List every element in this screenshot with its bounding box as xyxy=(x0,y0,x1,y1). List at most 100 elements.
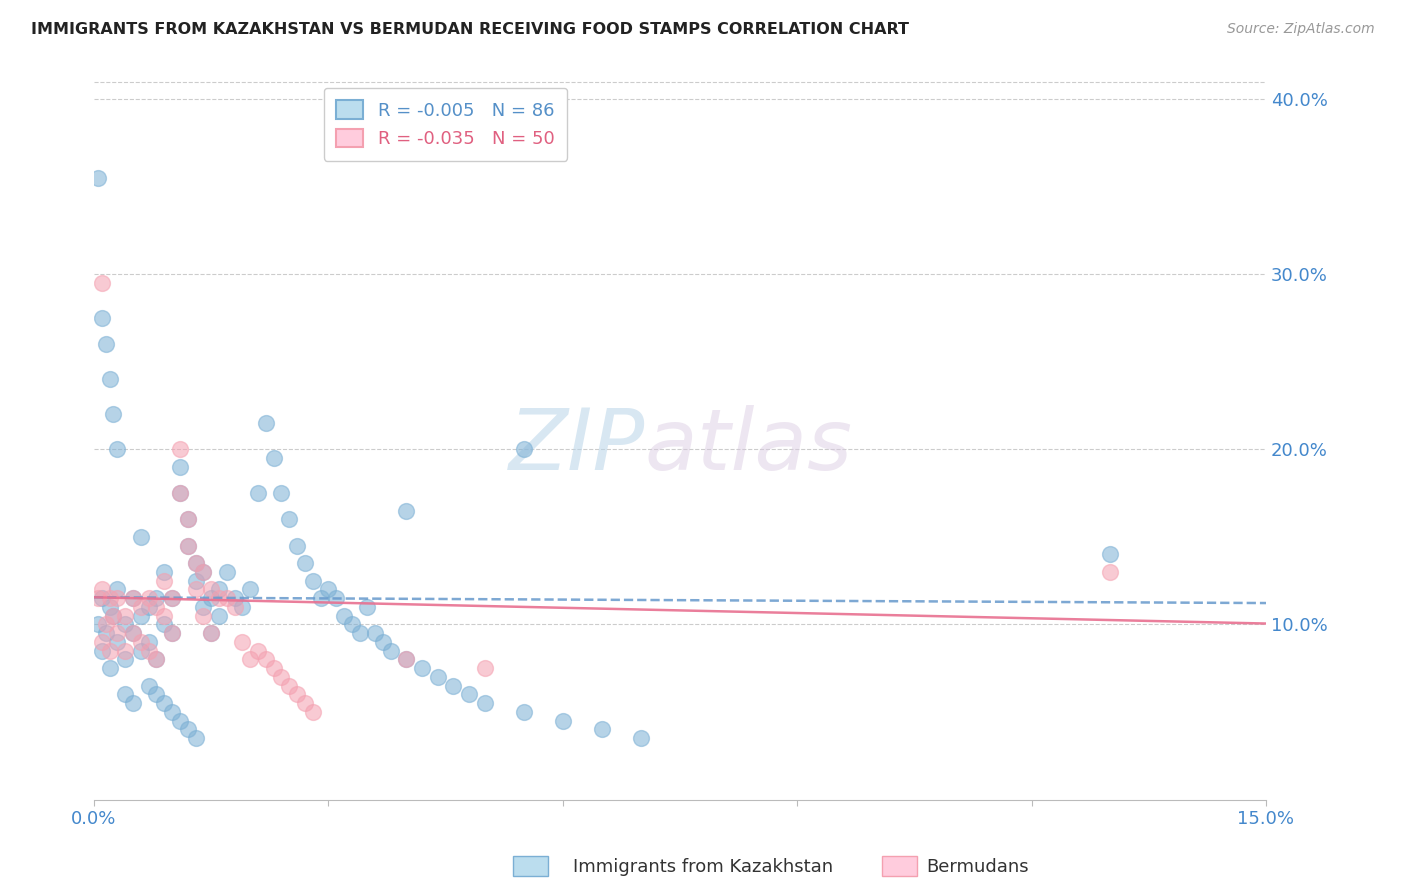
Point xyxy=(176,512,198,526)
Point xyxy=(458,688,481,702)
Point xyxy=(122,591,145,606)
Point xyxy=(395,503,418,517)
Point xyxy=(285,539,308,553)
Point xyxy=(145,599,167,614)
Point xyxy=(208,591,231,606)
Point xyxy=(103,608,125,623)
Text: atlas: atlas xyxy=(645,405,853,488)
Point xyxy=(309,591,332,606)
Point xyxy=(122,591,145,606)
Point xyxy=(208,608,231,623)
Point xyxy=(98,643,121,657)
Point xyxy=(105,442,128,457)
Point xyxy=(294,696,316,710)
Point xyxy=(270,486,292,500)
Point xyxy=(474,696,496,710)
Point xyxy=(94,617,117,632)
Point xyxy=(512,705,534,719)
Point xyxy=(224,599,246,614)
Point xyxy=(184,556,207,570)
Point xyxy=(145,652,167,666)
Point xyxy=(395,652,418,666)
Point xyxy=(105,626,128,640)
Point xyxy=(105,591,128,606)
Point xyxy=(129,635,152,649)
Point xyxy=(176,512,198,526)
Point xyxy=(87,617,110,632)
Point xyxy=(270,670,292,684)
Point xyxy=(153,696,176,710)
Point xyxy=(263,451,285,466)
Point xyxy=(145,591,167,606)
Text: IMMIGRANTS FROM KAZAKHSTAN VS BERMUDAN RECEIVING FOOD STAMPS CORRELATION CHART: IMMIGRANTS FROM KAZAKHSTAN VS BERMUDAN R… xyxy=(31,22,908,37)
Point xyxy=(98,372,121,386)
Point xyxy=(200,582,222,597)
Point xyxy=(90,310,112,325)
Point xyxy=(169,486,191,500)
Point xyxy=(239,652,262,666)
Point xyxy=(184,582,207,597)
Point xyxy=(129,608,152,623)
Point xyxy=(333,608,356,623)
Point xyxy=(122,626,145,640)
Point xyxy=(138,599,160,614)
Point xyxy=(364,626,387,640)
Point xyxy=(98,591,121,606)
Point xyxy=(114,688,136,702)
Point xyxy=(169,442,191,457)
Point xyxy=(395,652,418,666)
Point xyxy=(114,608,136,623)
Text: Source: ZipAtlas.com: Source: ZipAtlas.com xyxy=(1227,22,1375,37)
Point xyxy=(94,626,117,640)
Legend: R = -0.005   N = 86, R = -0.035   N = 50: R = -0.005 N = 86, R = -0.035 N = 50 xyxy=(323,87,568,161)
Point xyxy=(278,679,301,693)
Point xyxy=(294,556,316,570)
Point xyxy=(325,591,347,606)
Point xyxy=(176,723,198,737)
Point xyxy=(318,582,340,597)
Point xyxy=(87,170,110,185)
Point xyxy=(208,582,231,597)
Point xyxy=(153,574,176,588)
Point xyxy=(193,565,215,579)
Point xyxy=(512,442,534,457)
Point xyxy=(98,661,121,675)
Point xyxy=(356,599,378,614)
Point xyxy=(103,407,125,421)
Point xyxy=(200,626,222,640)
Point xyxy=(114,652,136,666)
Point xyxy=(160,705,183,719)
Point xyxy=(200,626,222,640)
Point xyxy=(176,539,198,553)
Point xyxy=(474,661,496,675)
Point xyxy=(122,626,145,640)
Text: Immigrants from Kazakhstan: Immigrants from Kazakhstan xyxy=(572,858,834,876)
Point xyxy=(380,643,402,657)
Point xyxy=(160,626,183,640)
Point xyxy=(340,617,363,632)
Point xyxy=(160,591,183,606)
Point xyxy=(90,276,112,290)
Point xyxy=(411,661,433,675)
Point xyxy=(184,556,207,570)
Point xyxy=(169,459,191,474)
Point xyxy=(285,688,308,702)
Point xyxy=(193,565,215,579)
Point xyxy=(184,574,207,588)
Point xyxy=(129,643,152,657)
Point xyxy=(301,705,323,719)
Point xyxy=(114,617,136,632)
Point xyxy=(138,679,160,693)
Point xyxy=(160,626,183,640)
Point xyxy=(263,661,285,675)
Point xyxy=(247,486,270,500)
Point xyxy=(426,670,449,684)
Point xyxy=(114,643,136,657)
Point xyxy=(90,591,112,606)
Point xyxy=(247,643,270,657)
Point xyxy=(122,696,145,710)
Point xyxy=(441,679,464,693)
Point xyxy=(105,635,128,649)
Text: Bermudans: Bermudans xyxy=(927,858,1028,876)
Point xyxy=(591,723,613,737)
